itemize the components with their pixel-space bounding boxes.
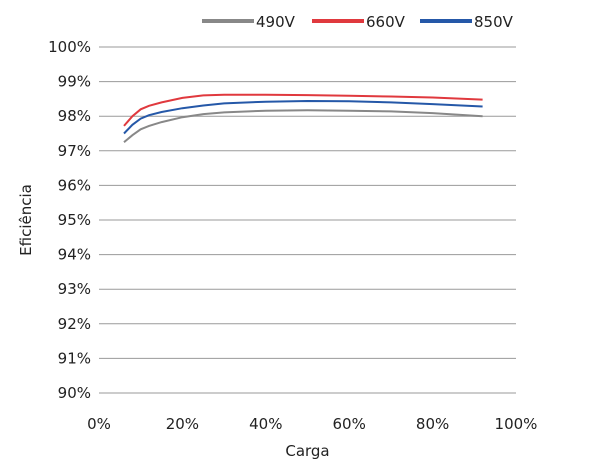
series-layer <box>123 93 483 143</box>
x-tick-label: 20% <box>166 415 199 433</box>
y-tick-label: 98% <box>58 107 91 125</box>
y-tick-label: 91% <box>58 349 91 367</box>
y-tick-label: 93% <box>58 280 91 298</box>
legend-label: 660V <box>366 13 406 31</box>
legend-label: 850V <box>474 13 514 31</box>
series-line-490V <box>123 109 483 143</box>
y-tick-label: 94% <box>58 246 91 264</box>
y-tick-label: 92% <box>58 315 91 333</box>
x-tick-label: 0% <box>87 415 111 433</box>
y-tick-label: 99% <box>58 73 91 91</box>
legend-label: 490V <box>256 13 296 31</box>
y-tick-label: 96% <box>58 176 91 194</box>
y-axis-label: Eficiência <box>17 184 35 256</box>
y-axis-ticks: 90% 91% 92% 93% 94% 95% 96% 97% 98% 99% 100% <box>48 38 91 402</box>
series-line-850V <box>123 99 483 135</box>
x-tick-label: 80% <box>416 415 449 433</box>
y-tick-label: 95% <box>58 211 91 229</box>
x-axis-label: Carga <box>285 442 329 460</box>
y-tick-label: 100% <box>48 38 91 56</box>
x-tick-label: 60% <box>333 415 366 433</box>
series-line-660V <box>123 93 483 127</box>
y-tick-label: 97% <box>58 142 91 160</box>
gridlines <box>99 46 516 394</box>
y-tick-label: 90% <box>58 384 91 402</box>
x-tick-label: 40% <box>249 415 282 433</box>
x-axis-ticks: 0% 20% 40% 60% 80% 100% <box>87 415 537 433</box>
x-tick-label: 100% <box>495 415 538 433</box>
legend: 490V 660V 850V <box>202 13 514 31</box>
